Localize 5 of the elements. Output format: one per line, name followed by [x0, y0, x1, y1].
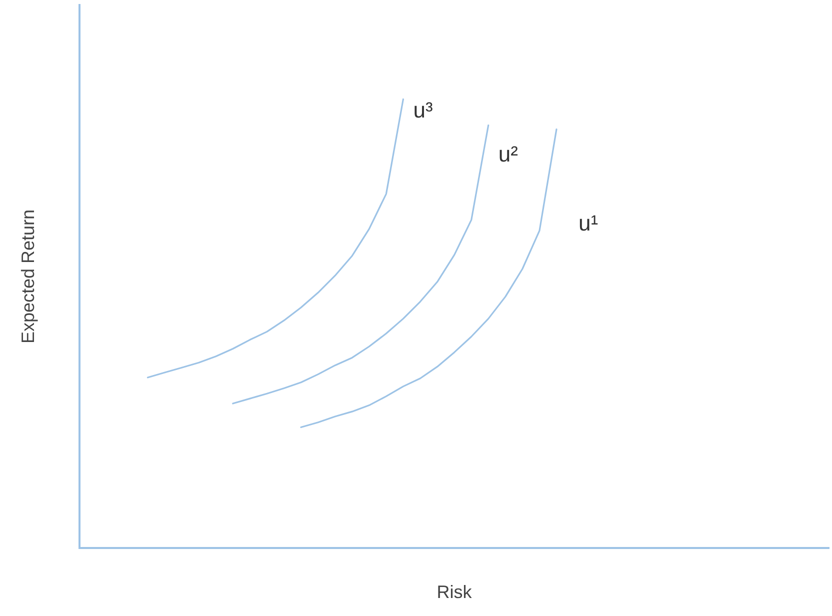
series-label: u¹	[578, 210, 598, 236]
series-label: u³	[413, 97, 433, 122]
series-label: u²	[498, 141, 518, 166]
x-axis-title: Risk	[436, 582, 473, 602]
y-axis-title: Expected Return	[18, 209, 38, 344]
